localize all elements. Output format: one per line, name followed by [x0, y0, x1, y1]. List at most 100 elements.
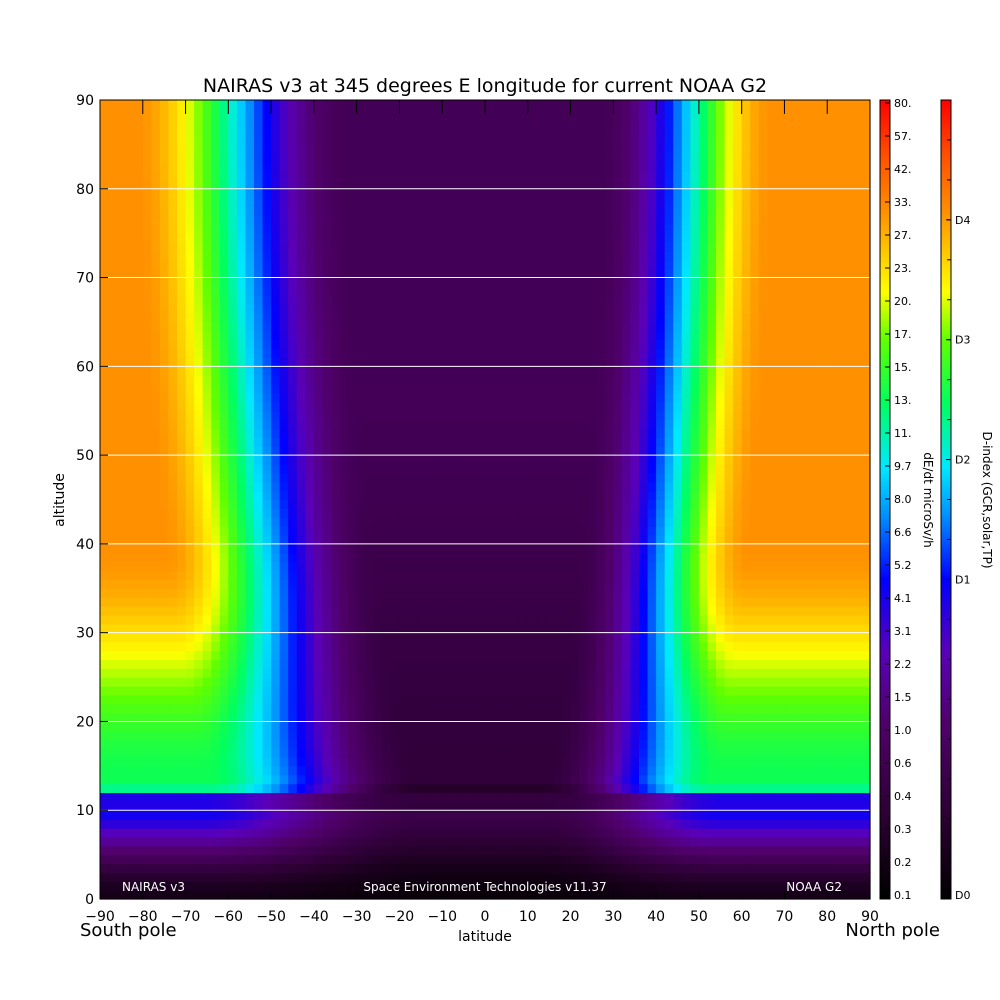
heatmap-cell — [630, 552, 640, 563]
heatmap-cell — [365, 783, 375, 794]
heatmap-cell — [810, 428, 820, 438]
heatmap-cell — [707, 526, 717, 536]
heatmap-cell — [373, 650, 383, 660]
heatmap-cell — [793, 792, 803, 802]
heatmap-cell — [502, 579, 512, 589]
heatmap-cell — [254, 455, 264, 465]
heatmap-cell — [450, 410, 460, 421]
heatmap-cell — [425, 419, 435, 430]
heatmap-cell — [604, 410, 614, 421]
heatmap-cell — [288, 535, 298, 545]
heatmap-cell — [681, 570, 691, 580]
heatmap-cell — [510, 872, 520, 882]
heatmap-cell — [134, 819, 144, 829]
heatmap-cell — [450, 623, 460, 634]
heatmap-cell — [408, 677, 418, 687]
heatmap-cell — [390, 810, 401, 820]
heatmap-cell — [493, 801, 503, 811]
heatmap-cell — [844, 614, 854, 625]
heatmap-cell — [741, 641, 751, 652]
heatmap-cell — [117, 819, 127, 829]
heatmap-cell — [724, 774, 734, 785]
heatmap-cell — [236, 677, 247, 687]
heatmap-cell — [236, 428, 247, 438]
heatmap-cell — [168, 543, 178, 554]
heatmap-cell — [502, 641, 512, 652]
heatmap-cell — [134, 810, 144, 820]
heatmap-cell — [485, 526, 495, 536]
heatmap-cell — [784, 694, 794, 705]
heatmap-cell — [698, 579, 709, 589]
heatmap-cell — [536, 739, 546, 749]
heatmap-cell — [305, 730, 315, 740]
heatmap-cell — [271, 401, 281, 412]
heatmap-cell — [365, 481, 375, 492]
heatmap-cell — [767, 472, 777, 483]
heatmap-cell — [758, 446, 768, 456]
heatmap-cell — [716, 428, 726, 438]
heatmap-cell — [322, 694, 332, 705]
heatmap-cell — [733, 641, 743, 652]
heatmap-cell — [142, 446, 152, 456]
heatmap-cell — [262, 579, 272, 589]
heatmap-cell — [502, 765, 512, 776]
heatmap-cell — [416, 756, 426, 767]
heatmap-cell — [707, 410, 717, 421]
heatmap-cell — [810, 810, 820, 820]
heatmap-cell — [202, 579, 212, 589]
heatmap-cell — [100, 739, 110, 749]
heatmap-cell — [656, 721, 666, 731]
heatmap-cell — [733, 881, 743, 891]
heatmap-cell — [621, 419, 632, 430]
heatmap-cell — [365, 410, 375, 421]
heatmap-cell — [373, 677, 383, 687]
heatmap-cell — [168, 765, 178, 776]
heatmap-cell — [630, 437, 640, 447]
heatmap-cell — [861, 694, 871, 705]
heatmap-cell — [510, 756, 520, 767]
heatmap-cell — [527, 730, 537, 740]
heatmap-cell — [656, 490, 666, 501]
heatmap-cell — [339, 579, 349, 589]
heatmap-cell — [219, 570, 229, 580]
heatmap-cell — [467, 446, 478, 456]
heatmap-cell — [596, 703, 606, 714]
heatmap-cell — [502, 561, 512, 572]
heatmap-cell — [425, 668, 435, 678]
heatmap-cell — [236, 756, 247, 767]
heatmap-cell — [818, 579, 828, 589]
heatmap-cell — [733, 721, 743, 731]
heatmap-cell — [142, 890, 152, 900]
heatmap-cell — [425, 774, 435, 785]
heatmap-cell — [716, 490, 726, 501]
heatmap-cell — [750, 863, 760, 873]
heatmap-cell — [211, 659, 221, 669]
heatmap-cell — [587, 588, 597, 598]
heatmap-cell — [425, 623, 435, 634]
heatmap-cell — [724, 499, 734, 509]
heatmap-cell — [151, 890, 161, 900]
heatmap-cell — [442, 765, 452, 776]
heatmap-cell — [553, 428, 563, 438]
heatmap-cell — [733, 730, 743, 740]
heatmap-cell — [502, 668, 512, 678]
heatmap-cell — [271, 472, 281, 483]
heatmap-cell — [279, 685, 289, 696]
heatmap-cell — [390, 579, 401, 589]
heatmap-cell — [681, 597, 691, 607]
heatmap-cell — [433, 517, 443, 527]
heatmap-cell — [750, 801, 760, 811]
heatmap-cell — [724, 872, 734, 882]
heatmap-cell — [861, 650, 871, 660]
heatmap-cell — [450, 597, 460, 607]
heatmap-cell — [382, 446, 392, 456]
heatmap-cell — [681, 410, 691, 421]
heatmap-cell — [467, 535, 478, 545]
heatmap-cell — [442, 410, 452, 421]
heatmap-cell — [228, 446, 238, 456]
heatmap-cell — [151, 819, 161, 829]
heatmap-cell — [194, 606, 204, 616]
heatmap-cell — [356, 668, 366, 678]
heatmap-cell — [553, 561, 563, 572]
heatmap-cell — [271, 890, 281, 900]
